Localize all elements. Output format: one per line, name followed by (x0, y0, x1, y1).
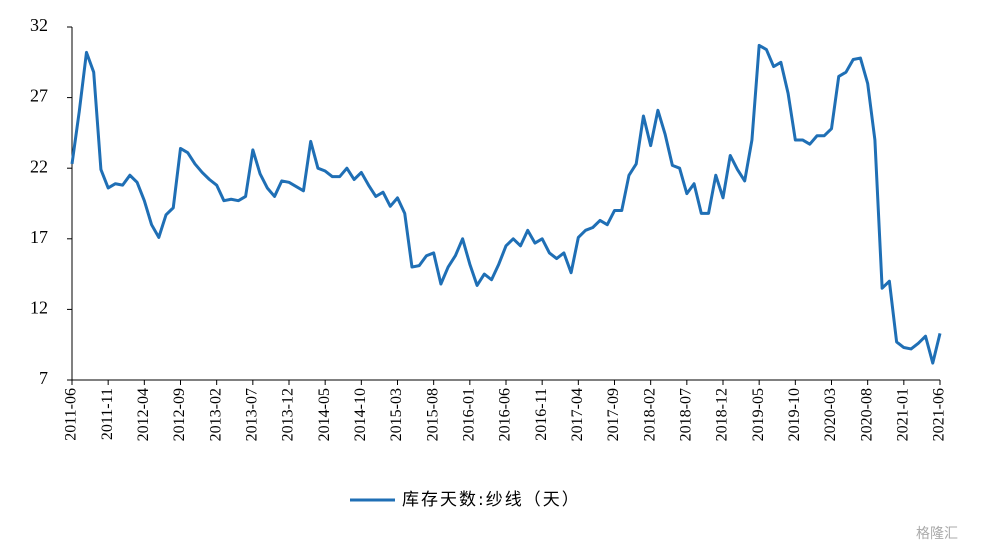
x-tick-label: 2015-03 (388, 388, 405, 441)
x-tick-label: 2019-05 (750, 388, 767, 441)
y-tick-label: 17 (30, 227, 48, 247)
x-tick-label: 2021-06 (931, 388, 948, 441)
x-tick-label: 2016-06 (497, 388, 514, 441)
x-tick-label: 2011-06 (63, 388, 80, 441)
x-tick-label: 2013-02 (207, 388, 224, 441)
x-tick-label: 2014-10 (352, 388, 369, 441)
x-tick-label: 2019-10 (786, 388, 803, 441)
y-tick-label: 22 (30, 156, 48, 176)
x-tick-label: 2016-11 (533, 388, 550, 441)
x-tick-label: 2015-08 (424, 388, 441, 441)
y-tick-label: 32 (30, 15, 48, 35)
x-tick-label: 2018-12 (714, 388, 731, 441)
x-tick-label: 2020-03 (822, 388, 839, 441)
x-tick-label: 2018-02 (641, 388, 658, 441)
x-tick-label: 2021-01 (895, 388, 912, 441)
y-tick-label: 7 (39, 368, 48, 388)
y-tick-label: 27 (30, 86, 48, 106)
x-tick-label: 2017-04 (569, 388, 586, 441)
x-tick-label: 2012-09 (171, 388, 188, 441)
y-tick-label: 12 (30, 298, 48, 318)
legend-label: 库存天数:纱线（天） (402, 490, 581, 510)
x-tick-label: 2016-01 (461, 388, 478, 441)
x-tick-label: 2012-04 (135, 388, 152, 441)
x-tick-label: 2020-08 (858, 388, 875, 441)
x-tick-label: 2018-07 (678, 388, 695, 441)
x-tick-label: 2017-09 (605, 388, 622, 441)
x-tick-label: 2014-05 (316, 388, 333, 441)
line-series (70, 43, 942, 365)
x-tick-label: 2013-12 (280, 388, 297, 441)
x-tick-label: 2013-07 (244, 388, 261, 441)
watermark: 格隆汇 (916, 526, 958, 542)
x-tick-label: 2011-11 (99, 388, 116, 440)
